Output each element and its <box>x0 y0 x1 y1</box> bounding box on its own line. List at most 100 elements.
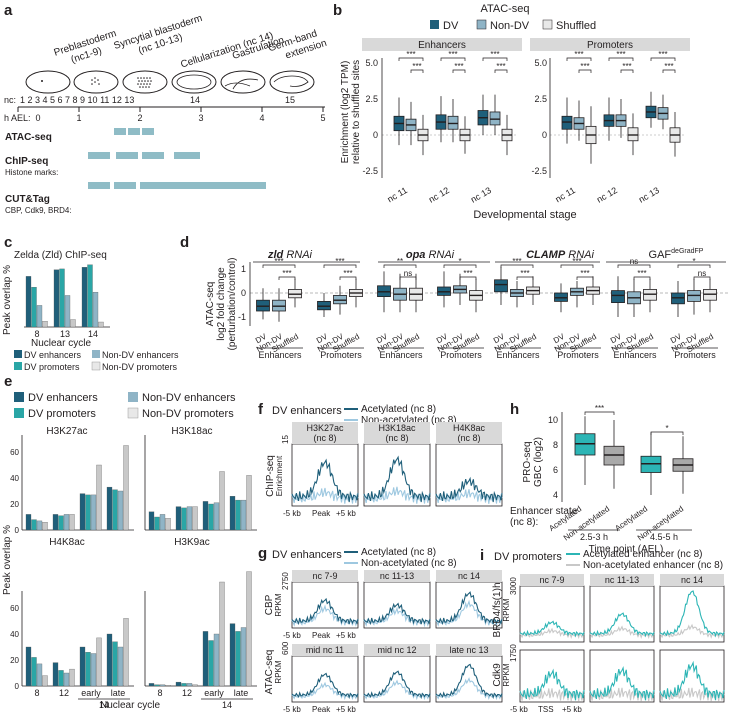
e-bar-H4K8ac-12-0 <box>52 662 59 687</box>
e-bar-H3K27ac-8-0 <box>25 514 32 531</box>
c-bar-DV-promoters-8 <box>31 287 37 328</box>
h-ytick-4: 4 <box>553 490 558 500</box>
b-sig-outer-bracket <box>608 57 634 61</box>
b-xtick-nc12: nc 12 <box>427 185 451 205</box>
g-legend-nonacetylated: Non-acetylated (nc 8) <box>361 558 457 569</box>
b-legend-shuffled-swatch <box>542 19 553 30</box>
f-legend-nonacetylated: Non-acetylated (nc 8) <box>361 415 457 426</box>
b-legend: DV Non-DV Shuffled <box>430 19 596 32</box>
d-ytick-neg1: -1 <box>238 312 246 322</box>
d-sig-outer-7-label: * <box>692 257 695 266</box>
c-xtick-14: 14 <box>88 329 98 339</box>
e-bar-H4K8ac-8-3 <box>42 675 48 687</box>
b-ytick-2.5: 2.5 <box>365 94 378 104</box>
b-ytick-5: 5.0 <box>365 58 378 68</box>
panel-g: g DV enhancers Acetylated (nc 8) Non-ace… <box>258 545 503 714</box>
panel-label-c: c <box>4 234 12 251</box>
e-bar-H3K9ac-late14-3 <box>246 571 252 687</box>
d-region-3: Promoters <box>440 350 482 360</box>
g-atac-0-line-acetylated <box>291 672 359 700</box>
f-profile-0-line-nonacetylated <box>291 487 359 504</box>
f-profile-1-strip-title-2: (nc 8) <box>385 433 408 443</box>
h-sig-1-label: *** <box>595 404 604 413</box>
panel-a: a Preblastoderm (nc1-9) Syncytial blasto… <box>4 2 328 215</box>
g-xtick-peak-b: Peak <box>312 705 331 714</box>
e-bar-H3K9ac-12-3 <box>192 684 198 687</box>
f-profile-1-line-acetylated <box>363 455 431 503</box>
embryo-germband-fold <box>273 75 309 87</box>
d-region-7: Promoters <box>674 350 716 360</box>
e-ytick-H3K27ac-0: 0 <box>15 526 20 535</box>
g-cbp-2-strip-title: nc 14 <box>458 571 480 581</box>
e-bar-H3K9ac-12-0 <box>175 681 182 687</box>
e-xtick-H3K9ac-1: 12 <box>182 688 192 698</box>
e-bar-H3K18ac-8-1 <box>154 516 160 531</box>
e-bar-H3K18ac-12-0 <box>175 506 182 531</box>
d-sig-inner-1-bracket <box>339 276 357 280</box>
e-bar-H3K27ac-8-2 <box>36 520 43 531</box>
b-facet-promoters: Promoters <box>587 40 633 51</box>
e-bar-H3K18ac-early14-3 <box>219 471 225 531</box>
e-bar-H3K18ac-12-3 <box>192 506 198 531</box>
g-cbp-0-strip <box>292 570 358 582</box>
f-profile-0-strip-title-2: (nc 8) <box>313 433 336 443</box>
atac-bar-3 <box>142 128 154 135</box>
embryo-germband <box>269 70 315 94</box>
e-bar-H3K9ac-8-1 <box>154 684 160 687</box>
h-sig-1-bracket <box>584 411 615 415</box>
b-legend-dv-swatch <box>430 20 439 29</box>
e-bar-H3K27ac-12-3 <box>69 514 75 531</box>
d-sig-inner-3-bracket <box>459 276 477 280</box>
h-sig-2-bracket <box>650 431 684 435</box>
e-bar-H3K9ac-12-1 <box>181 683 187 687</box>
e-bar-H3K18ac-early14-0 <box>202 501 209 531</box>
g-cbp-1-strip <box>364 570 430 582</box>
b-sig-inner-label: *** <box>454 62 463 71</box>
g-atac-1-strip-title: mid nc 12 <box>377 645 416 655</box>
e-xtick-H4K8ac-0: 8 <box>34 688 39 698</box>
b-ylabel-2: relative to shuffled sites <box>351 60 362 164</box>
g-ylabel-cbp: CBP <box>264 594 275 615</box>
e-ytick-H3K27ac-60: 60 <box>10 448 19 457</box>
f-title: DV enhancers <box>272 405 342 417</box>
e-bar-H4K8ac-late14-0 <box>106 633 113 687</box>
g-atac-0-strip-title: mid nc 11 <box>306 645 344 655</box>
i-legend-acetylated: Acetylated enhancer (nc 8) <box>583 549 703 560</box>
b-title: ATAC-seq <box>480 3 529 15</box>
e-xtick-H4K8ac-3: late <box>111 688 126 698</box>
e-legend-dv-prom-swatch <box>14 408 24 418</box>
e-legend-nondv-enh-swatch <box>128 392 138 402</box>
d-sig-outer-1-label: *** <box>335 257 344 266</box>
e-ylabel: Peak overlap % <box>2 525 13 595</box>
e-bar-H4K8ac-12-3 <box>69 668 75 687</box>
embryo-nucleus <box>41 80 43 82</box>
e-bar-H3K18ac-late14-2 <box>240 499 247 531</box>
d-group-gaf-sup: deGradFP <box>671 248 704 255</box>
g-atac-2-strip-title: late nc 13 <box>449 645 488 655</box>
b-sig-outer-bracket <box>650 57 676 61</box>
d-group-gaf: GAFdeGradFP <box>649 248 704 261</box>
g-cbp-0-line-acetylated <box>291 597 359 626</box>
d-sig-inner-4-label: *** <box>520 269 529 278</box>
e-bar-H4K8ac-late14-1 <box>112 641 118 687</box>
b-sig-inner-bracket <box>662 69 676 73</box>
embryo-gastrulation-furrow <box>224 78 259 90</box>
i-xtick-plus5: +5 kb <box>562 705 582 714</box>
e-bar-H3K18ac-8-2 <box>159 514 166 531</box>
g-atac-2-strip <box>436 644 502 656</box>
d-group-clamp-name: CLAMP <box>526 249 566 261</box>
e-bar-H3K9ac-8-0 <box>148 683 155 687</box>
b-xtick-nc12-p: nc 12 <box>595 185 619 205</box>
time-axis-ticks <box>17 107 324 112</box>
panel-label-f: f <box>258 401 264 418</box>
b-sig-inner-label: *** <box>496 62 505 71</box>
chip-bar-4 <box>174 152 200 159</box>
c-bar-DV-enhancers-13 <box>53 269 60 328</box>
d-group-opa: opa RNAi <box>406 249 455 261</box>
panel-f: f DV enhancers Acetylated (nc 8) Non-ace… <box>258 401 503 518</box>
h-sig-2-label: * <box>665 424 668 433</box>
h-ytick-10: 10 <box>548 415 558 425</box>
f-xtick-peak: Peak <box>312 509 331 518</box>
